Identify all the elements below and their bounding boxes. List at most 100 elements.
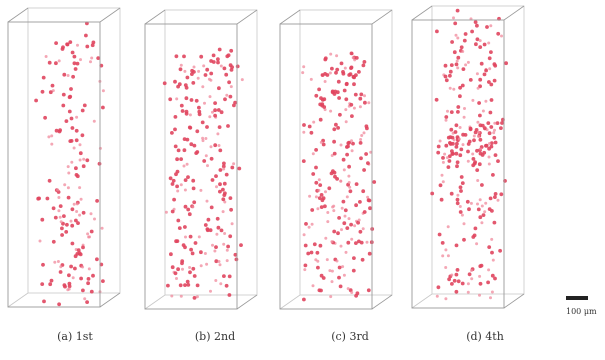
particle-dot — [186, 283, 191, 287]
particle-dot — [365, 126, 369, 131]
particle-dot — [204, 154, 208, 158]
particle-dot — [360, 134, 364, 137]
particle-dot — [336, 231, 340, 236]
particle-box-a — [7, 7, 121, 308]
particle-dot — [455, 59, 459, 63]
particle-dot — [168, 97, 173, 102]
particle-dot — [477, 134, 480, 138]
particle-dot — [218, 182, 222, 187]
particle-dot — [74, 218, 78, 223]
particle-dot — [81, 288, 85, 293]
particle-dot — [195, 283, 200, 288]
particle-dot — [460, 83, 465, 88]
particle-dot — [499, 192, 504, 197]
particle-dot — [70, 223, 75, 228]
particle-dot — [232, 162, 236, 166]
particle-dot — [169, 252, 173, 257]
particle-dot — [187, 125, 192, 130]
particle-dot — [476, 179, 480, 182]
particle-dot — [349, 51, 354, 56]
particle-dot — [358, 105, 362, 109]
particle-dot — [185, 279, 190, 284]
particle-dot — [479, 147, 483, 151]
particle-dot — [487, 268, 491, 272]
particle-dot — [193, 241, 198, 245]
particle-dot — [74, 166, 78, 171]
particle-dot — [223, 200, 227, 204]
particle-dot — [330, 154, 334, 157]
particle-dot — [311, 152, 315, 156]
particle-dot — [188, 234, 193, 239]
particle-dot — [435, 294, 439, 298]
particle-dot — [343, 208, 348, 213]
particle-dot — [176, 218, 181, 223]
particle-dot — [319, 205, 324, 210]
particle-dot — [171, 178, 176, 183]
particle-dot — [205, 262, 209, 266]
particle-dot — [489, 50, 493, 54]
particle-dot — [351, 74, 356, 79]
particle-dot — [344, 82, 349, 87]
particle-dot — [225, 248, 229, 252]
particle-dot — [89, 60, 92, 64]
particle-dot — [219, 228, 224, 233]
particle-dot — [345, 195, 349, 199]
particle-dot — [467, 272, 472, 277]
particle-dot — [448, 73, 452, 78]
particle-dot — [175, 239, 180, 244]
particle-dot — [229, 68, 234, 72]
particle-dot — [347, 140, 351, 145]
particle-dot — [56, 260, 60, 263]
particle-dot — [475, 72, 479, 76]
particle-dot — [227, 274, 232, 279]
particle-dot — [354, 182, 359, 187]
particle-dot — [444, 266, 448, 269]
particle-dot — [347, 73, 352, 77]
particle-dot — [226, 53, 231, 58]
particle-dot — [75, 210, 79, 213]
particle-dot — [360, 257, 365, 262]
particle-dot — [67, 284, 72, 289]
particle-dot — [332, 151, 337, 156]
particle-dot — [61, 103, 66, 108]
particle-dot — [490, 290, 494, 294]
particle-dot — [458, 205, 462, 208]
particle-dot — [359, 138, 363, 141]
particle-dot — [351, 56, 355, 60]
particle-dot — [478, 274, 482, 278]
particle-dot — [81, 164, 86, 169]
particle-dot — [347, 174, 351, 178]
particle-dot — [455, 201, 460, 206]
particle-dot — [176, 148, 181, 153]
particle-dot — [345, 226, 350, 231]
particle-dot — [54, 41, 58, 45]
particle-dot — [310, 208, 315, 212]
particle-dot — [359, 156, 363, 161]
particle-dot — [367, 101, 371, 105]
particle-dot — [336, 79, 341, 84]
particle-dot — [354, 56, 359, 60]
particle-dot — [450, 282, 454, 286]
particle-dot — [484, 143, 488, 148]
particle-dot — [71, 276, 75, 280]
particle-dot — [363, 100, 367, 105]
particle-dot — [349, 65, 354, 70]
particle-dot — [487, 56, 492, 61]
particle-dot — [216, 132, 220, 136]
particle-dot — [490, 273, 495, 278]
particle-dot — [68, 94, 73, 99]
particle-dot — [468, 78, 473, 82]
particle-dot — [460, 181, 465, 186]
particle-dot — [303, 268, 307, 272]
particle-dot — [366, 161, 370, 166]
particle-dot — [335, 54, 339, 58]
particle-dot — [450, 40, 454, 44]
particle-dot — [205, 67, 210, 72]
particle-dot — [364, 152, 368, 156]
particle-dot — [183, 225, 187, 229]
particle-dot — [475, 148, 479, 153]
particle-dot — [40, 282, 45, 286]
particle-dot — [317, 188, 321, 192]
particle-dot — [438, 139, 442, 143]
